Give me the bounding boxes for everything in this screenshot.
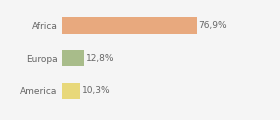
- Bar: [62, 83, 80, 99]
- Text: 76,9%: 76,9%: [199, 21, 227, 30]
- Text: 12,8%: 12,8%: [86, 54, 115, 63]
- Bar: [62, 17, 197, 34]
- Bar: [62, 50, 84, 66]
- Text: 10,3%: 10,3%: [81, 86, 110, 95]
